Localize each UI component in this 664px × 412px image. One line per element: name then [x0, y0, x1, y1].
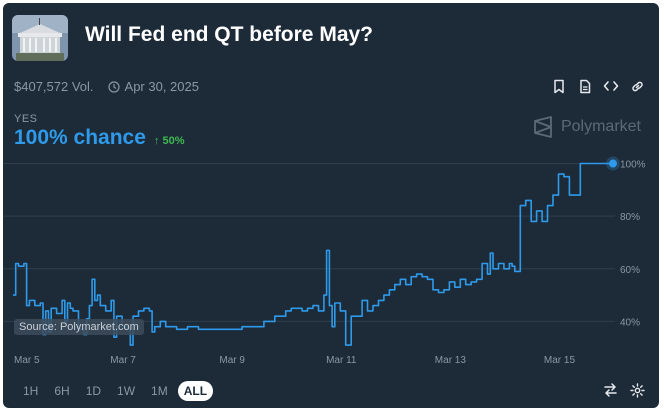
bookmark-icon[interactable]	[551, 78, 567, 94]
market-card: Will Fed end QT before May? $407,572 Vol…	[3, 3, 659, 408]
clock-icon	[107, 80, 120, 93]
x-tick-label: Mar 15	[544, 355, 576, 363]
chance-value: 100% chance	[14, 126, 146, 149]
range-all[interactable]: ALL	[177, 381, 214, 401]
source-label: Source: Polymarket.com	[14, 319, 144, 335]
chart-tools	[603, 383, 645, 398]
x-tick-label: Mar 13	[435, 355, 467, 363]
link-icon[interactable]	[629, 78, 645, 94]
end-date-text: Apr 30, 2025	[124, 79, 199, 94]
range-1h[interactable]: 1H	[23, 384, 39, 398]
polymarket-brand: Polymarket	[533, 116, 641, 138]
chance-change: ↑ 50%	[153, 135, 185, 147]
polymarket-logo-icon	[533, 116, 553, 138]
series-line	[13, 162, 613, 346]
price-chart[interactable]: 40% 60% 80% 100% Mar 5 Mar 7 Mar 9 Mar 11 Mar 13…	[3, 153, 659, 363]
market-meta: $407,572 Vol. Apr 30, 2025	[14, 79, 199, 94]
outcome-label: YES	[14, 113, 38, 125]
volume-text: $407,572 Vol.	[14, 79, 94, 94]
swap-icon[interactable]	[603, 383, 618, 398]
market-thumbnail	[12, 15, 68, 61]
range-6h[interactable]: 6H	[54, 384, 70, 398]
x-tick-label: Mar 5	[14, 355, 40, 363]
federal-reserve-building-image	[12, 15, 68, 61]
y-tick-label: 60%	[620, 265, 640, 276]
time-range-selector: 1H 6H 1D 1W 1M ALL	[17, 381, 214, 401]
y-tick-label: 100%	[620, 160, 646, 171]
x-tick-label: Mar 7	[110, 355, 136, 363]
x-tick-label: Mar 9	[219, 355, 245, 363]
range-1d[interactable]: 1D	[85, 384, 102, 398]
market-title: Will Fed end QT before May?	[85, 23, 374, 46]
document-icon[interactable]	[577, 78, 593, 94]
chance-row: 100% chance ↑ 50%	[14, 126, 185, 150]
range-1m[interactable]: 1M	[151, 384, 168, 398]
embed-code-icon[interactable]	[603, 78, 619, 94]
brand-name: Polymarket	[560, 118, 641, 135]
range-1w[interactable]: 1W	[117, 384, 136, 398]
market-toolbar	[551, 78, 645, 94]
x-tick-label: Mar 11	[326, 355, 357, 363]
y-tick-label: 40%	[620, 317, 640, 328]
y-tick-label: 80%	[620, 212, 640, 223]
last-point-marker	[609, 159, 617, 168]
settings-icon[interactable]	[630, 383, 645, 398]
